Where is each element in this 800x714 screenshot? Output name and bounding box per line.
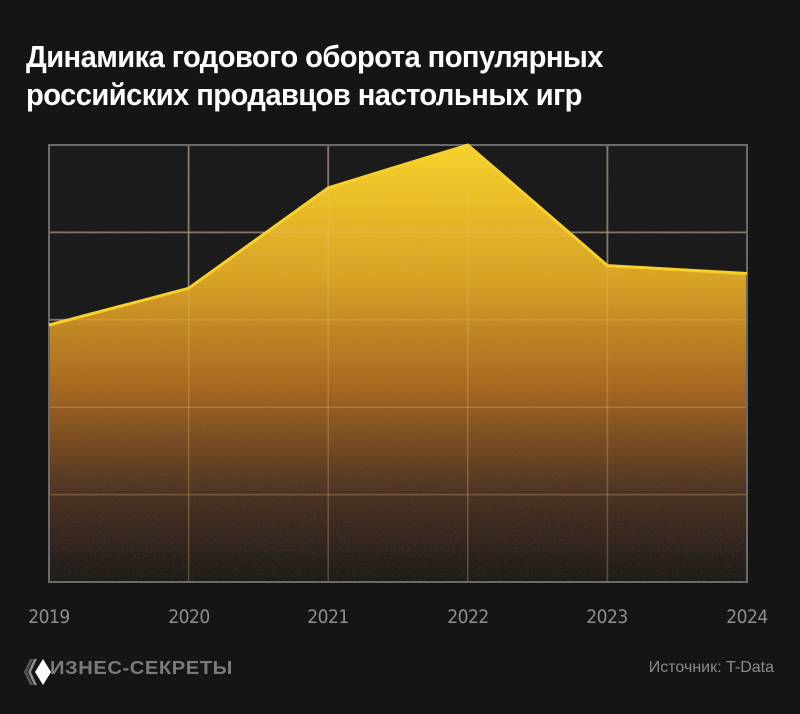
diamond-stack-logo-icon bbox=[24, 659, 51, 685]
chart-title-line-1: Динамика годового оборота популярных bbox=[26, 39, 603, 74]
source-note: Источник: T-Data bbox=[648, 659, 774, 676]
x-tick-2021: 2021 bbox=[307, 606, 349, 628]
brand-logo: ИЗНЕС-СЕКРЕТЫ bbox=[22, 655, 232, 689]
x-axis-labels: 2019 2020 2021 2022 2023 2024 bbox=[0, 606, 800, 630]
x-tick-2024: 2024 bbox=[726, 606, 768, 628]
x-tick-2020: 2020 bbox=[168, 606, 210, 628]
data-line bbox=[48, 143, 748, 327]
area-fill bbox=[49, 145, 747, 582]
chart-title: Динамика годового оборота популярных рос… bbox=[26, 38, 740, 114]
chart-title-line-2: российских продавцов настольных игр bbox=[26, 77, 582, 112]
brand-name: ИЗНЕС-СЕКРЕТЫ bbox=[50, 657, 233, 678]
plot-frame bbox=[48, 144, 748, 583]
x-tick-2023: 2023 bbox=[586, 606, 628, 628]
x-tick-2019: 2019 bbox=[28, 606, 70, 628]
x-tick-2022: 2022 bbox=[447, 606, 489, 628]
